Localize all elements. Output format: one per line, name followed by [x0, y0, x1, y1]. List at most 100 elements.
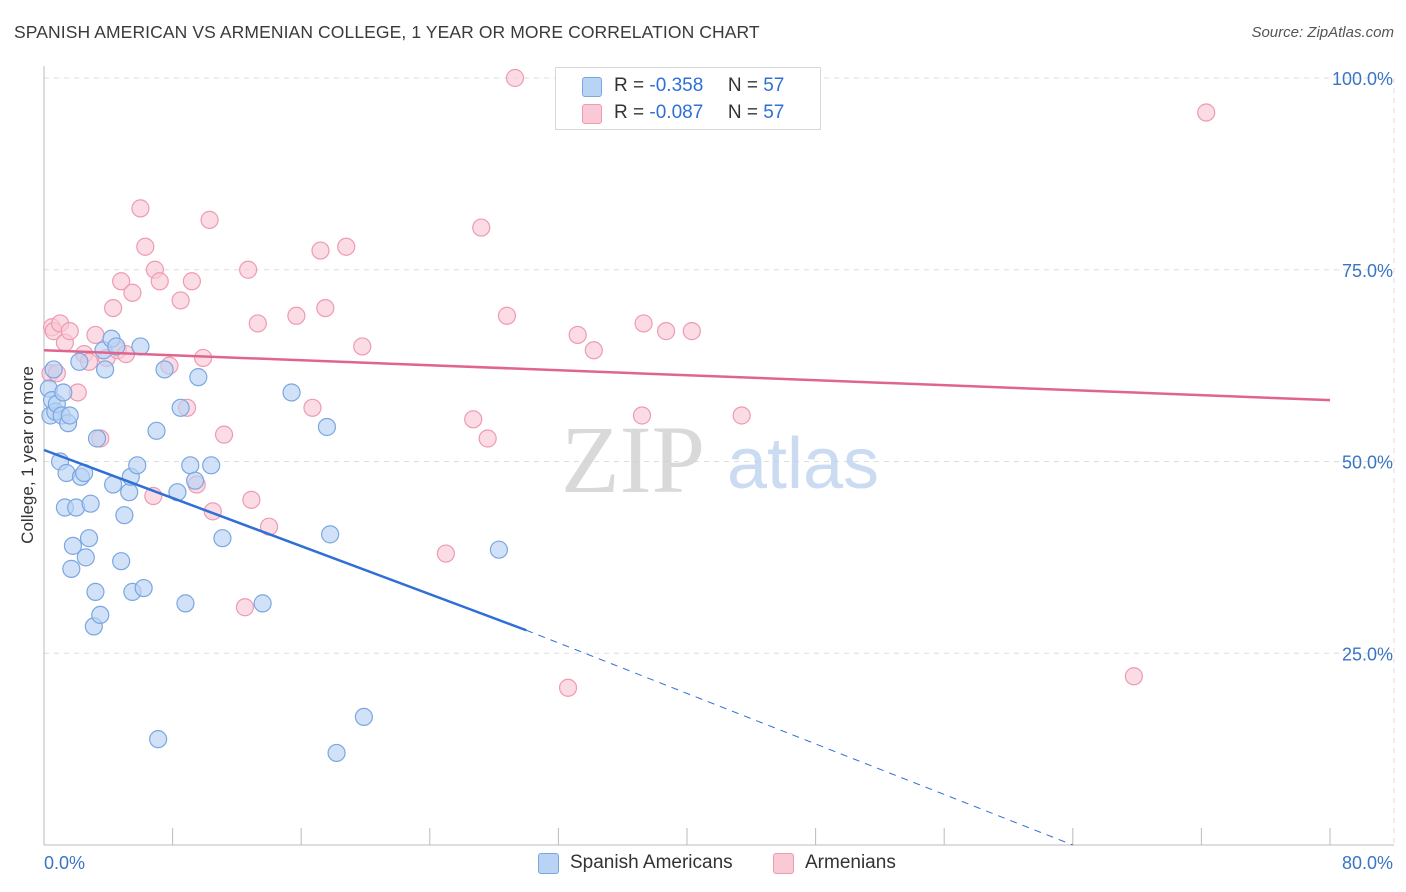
spanish-american-point	[70, 352, 89, 371]
spanish-american-point	[147, 421, 166, 440]
spanish-american-point	[282, 383, 301, 402]
spanish-american-point	[176, 594, 195, 613]
spanish-american-point	[149, 730, 168, 749]
armenian-point	[634, 314, 653, 333]
spanish-american-point	[489, 540, 509, 559]
spanish-americans-points	[39, 329, 509, 763]
armenian-point	[150, 272, 169, 291]
grid-lines	[44, 77, 1395, 845]
watermark-zip: ZIP	[561, 406, 705, 513]
spanish-american-point	[63, 536, 83, 555]
spanish-americans-trend-extension	[526, 629, 1073, 846]
spanish-american-point	[134, 578, 153, 598]
correlation-stats-box: R = -0.358 N = 57 R = -0.087 N = 57	[555, 67, 821, 130]
armenian-point	[214, 425, 234, 444]
armenians-trend-line	[43, 349, 1331, 402]
armenian-point	[353, 337, 372, 356]
armenian-point	[194, 348, 213, 368]
armenian-point	[287, 306, 306, 325]
armenian-point	[239, 260, 258, 279]
armenian-point	[436, 544, 455, 563]
r-label: R =	[614, 102, 645, 123]
armenian-point	[1124, 667, 1143, 686]
spanish-american-point	[95, 360, 115, 379]
armenian-point	[1197, 103, 1216, 122]
spanish-american-point	[128, 456, 147, 475]
n-value: 57	[763, 102, 785, 123]
r-label: R =	[614, 75, 645, 96]
spanish-american-point	[171, 398, 190, 417]
armenian-point	[248, 314, 267, 333]
spanish-american-point	[76, 548, 95, 567]
armenian-point	[657, 322, 676, 341]
armenian-point	[584, 341, 603, 360]
spanish-american-point	[120, 483, 139, 502]
pink-swatch	[582, 104, 602, 124]
legend-blue-swatch	[538, 853, 559, 874]
y-tick-label: 50.0%	[1342, 453, 1393, 473]
armenian-point	[632, 406, 652, 425]
legend-label: Spanish Americans	[570, 852, 733, 873]
spanish-american-point	[87, 429, 107, 448]
armenian-point	[558, 678, 578, 697]
spanish-american-point	[213, 529, 232, 548]
blue-swatch	[582, 77, 602, 97]
armenian-point	[682, 322, 701, 341]
spanish-american-point	[327, 743, 346, 763]
spanish-american-point	[62, 559, 81, 578]
spanish-american-point	[186, 471, 205, 490]
armenian-point	[568, 325, 587, 345]
r-value: -0.087	[649, 102, 704, 123]
armenian-point	[311, 241, 330, 260]
x-tick-label: 0.0%	[44, 853, 85, 873]
axes	[43, 66, 1394, 846]
spanish-american-point	[115, 506, 134, 525]
source-label: Source: ZipAtlas.com	[1251, 24, 1394, 41]
r-value: -0.358	[649, 75, 704, 96]
spanish-american-point	[107, 337, 126, 356]
chart-title: SPANISH AMERICAN VS ARMENIAN COLLEGE, 1 …	[14, 22, 760, 42]
armenian-point	[171, 291, 190, 310]
spanish-american-point	[44, 360, 63, 379]
armenian-point	[497, 306, 517, 325]
spanish-american-point	[79, 529, 99, 548]
spanish-american-point	[181, 456, 200, 475]
spanish-american-point	[60, 406, 79, 425]
armenian-point	[505, 68, 525, 88]
armenian-point	[303, 398, 322, 417]
n-value: 57	[763, 75, 785, 96]
spanish-american-point	[155, 360, 174, 379]
armenian-point	[112, 272, 131, 291]
armenian-point	[123, 283, 142, 302]
spanish-american-point	[253, 594, 272, 613]
x-tick-label: 80.0%	[1342, 853, 1393, 873]
spanish-american-point	[112, 552, 131, 571]
spanish-american-point	[81, 494, 100, 513]
armenian-point	[136, 237, 155, 256]
spanish-american-point	[317, 417, 337, 437]
armenian-point	[478, 429, 497, 448]
spanish-american-point	[54, 383, 73, 402]
armenian-point	[316, 299, 335, 318]
spanish-american-point	[321, 525, 340, 544]
spanish-american-point	[86, 582, 105, 601]
y-tick-label: 25.0%	[1342, 644, 1393, 664]
armenian-point	[86, 325, 105, 345]
spanish-american-point	[189, 368, 208, 387]
armenian-point	[472, 218, 491, 237]
armenian-point	[732, 406, 751, 425]
armenian-point	[131, 199, 150, 218]
y-tick-label: 75.0%	[1342, 261, 1393, 281]
legend-label: Armenians	[805, 852, 896, 873]
y-tick-label: 100.0%	[1332, 69, 1393, 89]
armenian-point	[464, 410, 483, 429]
spanish-american-point	[131, 337, 150, 356]
armenian-point	[200, 210, 219, 229]
armenian-point	[60, 322, 79, 341]
armenian-point	[235, 598, 255, 617]
spanish-americans-trend-line	[43, 448, 527, 632]
zipatlas-watermark: ZIP atlas	[561, 406, 879, 513]
legend-pink-swatch	[773, 853, 794, 874]
armenian-point	[337, 237, 356, 256]
